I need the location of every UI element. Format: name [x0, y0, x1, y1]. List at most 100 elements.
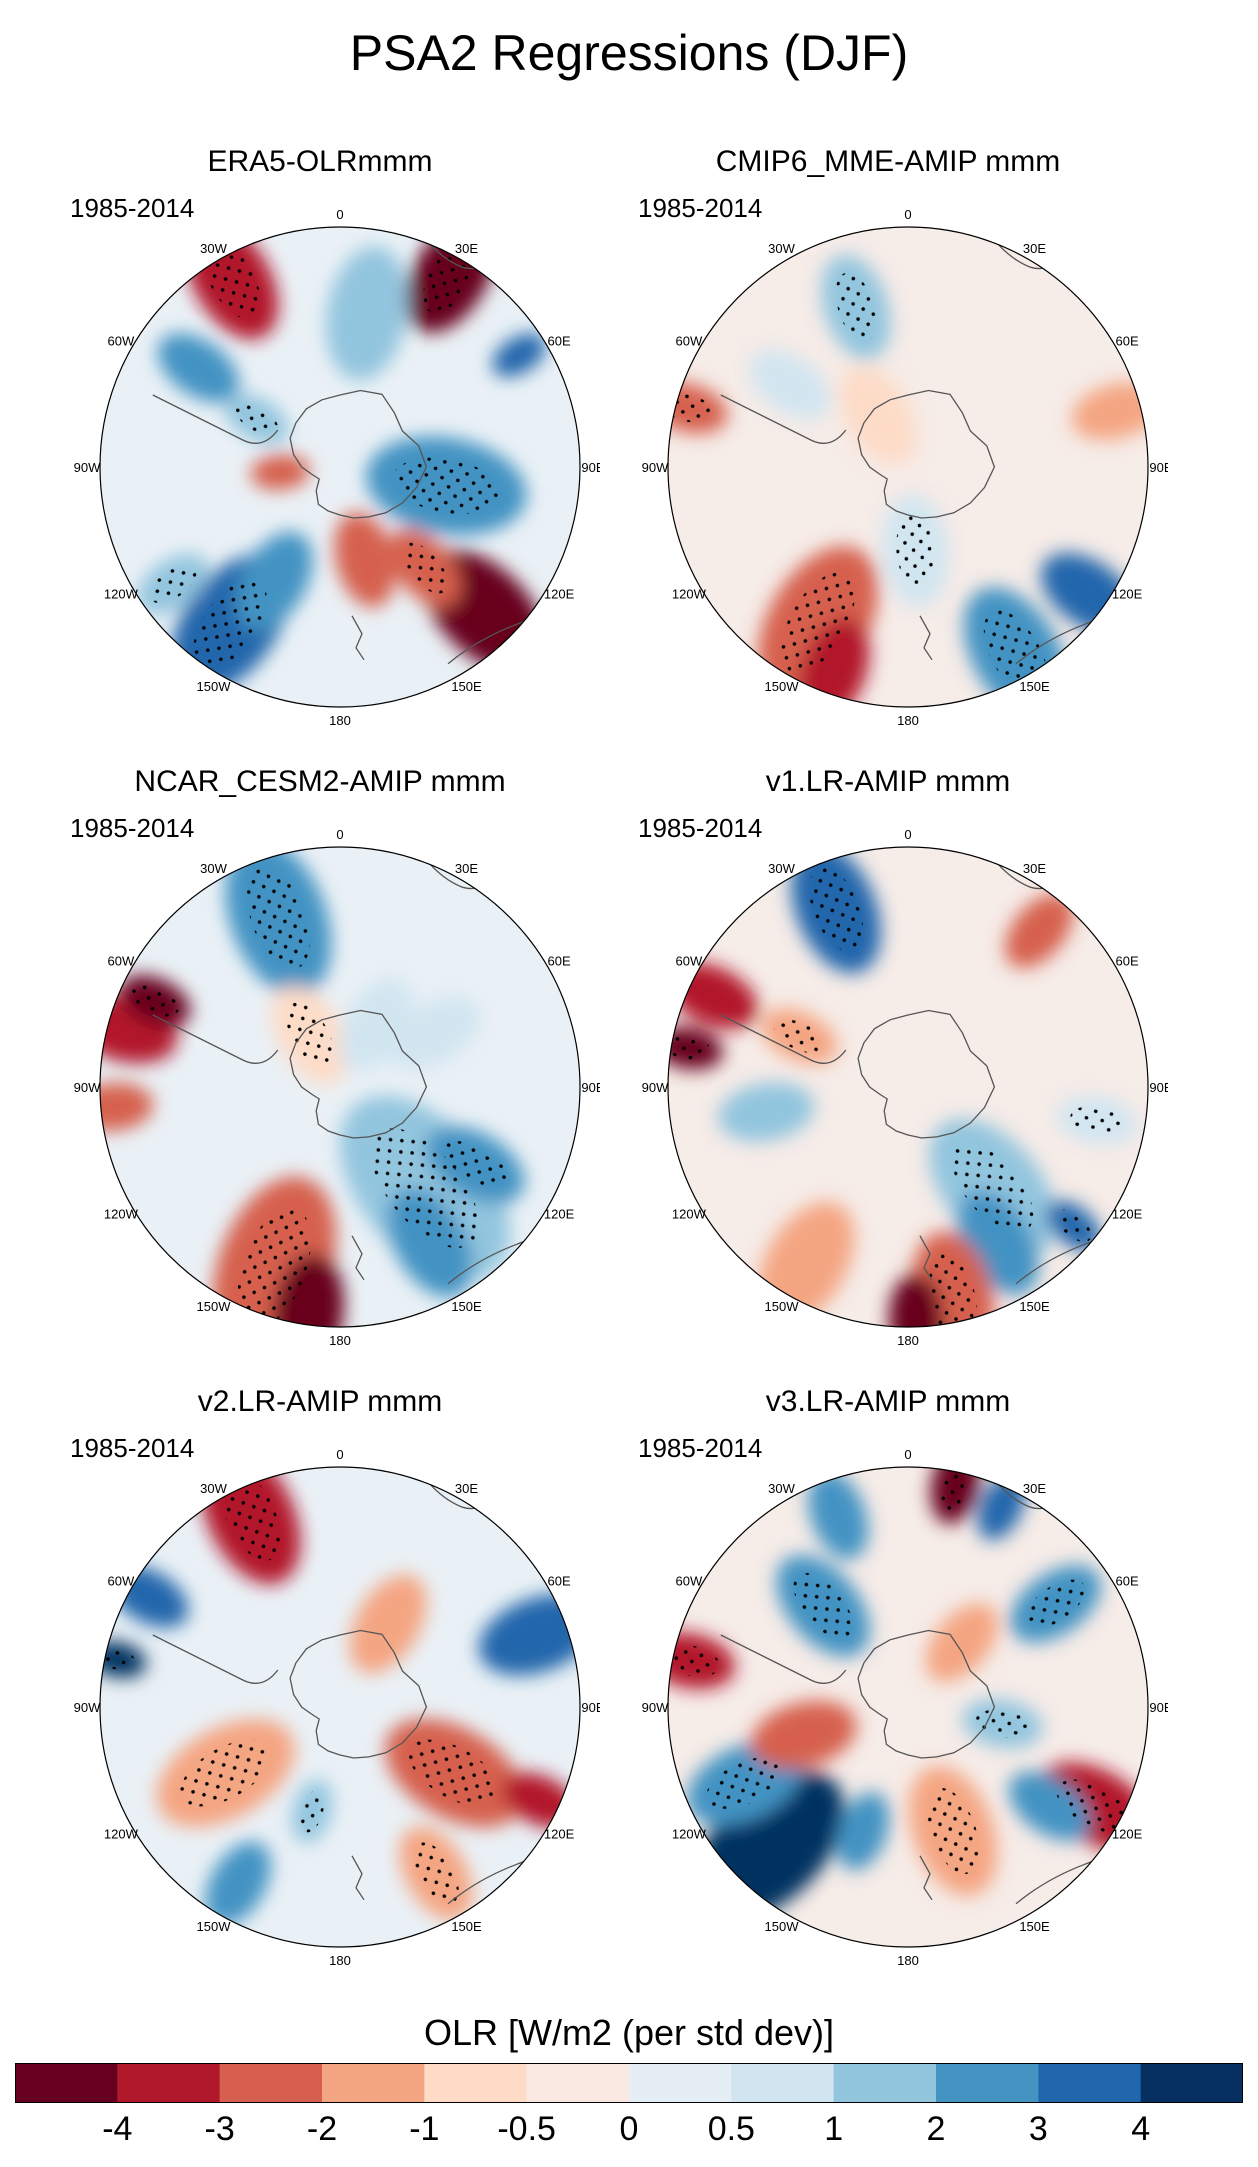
longitude-label: 180	[897, 713, 919, 728]
longitude-label: 150W	[765, 679, 800, 694]
new-zealand-coastline	[351, 615, 365, 661]
anomaly-region	[157, 333, 240, 403]
significance-stipple	[793, 1572, 853, 1639]
anomaly-region	[888, 1273, 944, 1327]
colorbar-swatch	[117, 2063, 221, 2103]
longitude-label: 60E	[548, 1574, 571, 1589]
map-field	[668, 847, 1148, 1327]
longitude-label: 90W	[642, 1700, 669, 1715]
significance-stipple	[149, 564, 197, 604]
longitude-label: 150E	[1019, 1919, 1050, 1934]
longitude-label: 60W	[676, 954, 703, 969]
longitude-label: 120E	[544, 1207, 575, 1222]
longitude-label: 120E	[1112, 587, 1143, 602]
colorbar-swatch	[424, 2063, 528, 2103]
south-america-coastline	[720, 1634, 847, 1684]
longitude-label: 120E	[544, 1827, 575, 1842]
significance-stipple	[392, 457, 500, 514]
significance-stipple	[408, 1739, 500, 1807]
colorbar-swatch	[219, 2063, 323, 2103]
longitude-label: 90W	[642, 460, 669, 475]
map-field	[100, 847, 580, 1327]
map-background	[100, 847, 580, 1327]
map-panel: 0 30E 60E 90E 120E 150E 180 150W 120W 90W 60W 30W v1…	[608, 765, 1168, 1385]
longitude-label: 120W	[104, 1207, 139, 1222]
longitude-label: 180	[897, 1333, 919, 1348]
longitude-label: 60E	[548, 954, 571, 969]
significance-stipple	[442, 1141, 508, 1189]
longitude-label: 30E	[455, 241, 478, 256]
map-svg: 0 30E 60E 90E 120E 150E 180 150W 120W 90W 60W 30W	[74, 827, 600, 1348]
significance-stipple	[413, 1842, 459, 1905]
colorbar-swatch	[322, 2063, 425, 2103]
map-panel: 0 30E 60E 90E 120E 150E 180 150W 120W 90W 60W 30W v3…	[608, 1385, 1168, 2005]
south-america-coastline	[152, 1014, 279, 1064]
antarctica-coastline	[289, 1629, 428, 1759]
panel-period: 1985-2014	[70, 1433, 195, 1463]
longitude-label: 30E	[1023, 241, 1046, 256]
anomaly-region	[925, 1603, 999, 1682]
main-title: PSA2 Regressions (DJF)	[349, 25, 909, 81]
significance-stipple	[1056, 1779, 1133, 1833]
longitude-label: 0	[904, 827, 911, 842]
longitude-label: 30W	[200, 241, 227, 256]
longitude-label: 30E	[455, 1481, 478, 1496]
panel-title: NCAR_CESM2-AMIP mmm	[134, 765, 506, 798]
panel-period: 1985-2014	[70, 193, 195, 223]
colorbar-swatch	[15, 2063, 118, 2103]
longitude-label: 0	[336, 207, 343, 222]
significance-stipple	[220, 1470, 281, 1561]
colorbar-swatch	[1140, 2063, 1243, 2103]
antarctica-coastline	[289, 1009, 428, 1139]
longitude-label: 120W	[104, 1827, 139, 1842]
colorbar-title: OLR [W/m2 (per std dev)]	[423, 2012, 835, 2053]
longitude-label: 150E	[451, 679, 482, 694]
longitude-label: 120W	[104, 587, 139, 602]
colorbar	[15, 2063, 1243, 2103]
south-america-coastline	[152, 394, 279, 444]
longitude-label: 0	[904, 1447, 911, 1462]
antarctica-coastline	[289, 389, 428, 519]
anomaly-region	[749, 349, 831, 419]
longitude-label: 90E	[581, 1700, 600, 1715]
colorbar-tick-label: 3	[1028, 2110, 1048, 2148]
significance-stipple	[237, 1207, 311, 1327]
longitude-label: 90E	[1149, 1700, 1168, 1715]
significance-stipple	[100, 1649, 137, 1671]
significance-stipple	[247, 866, 310, 970]
map-boundary	[99, 226, 581, 708]
map-panel: 0 30E 60E 90E 120E 150E 180 150W 120W 90W 60W 30W v2…	[40, 1385, 600, 2005]
colorbar-swatch	[731, 2063, 835, 2103]
longitude-label: 180	[329, 1953, 351, 1968]
new-zealand-coastline	[919, 615, 933, 661]
south-america-coastline	[720, 1014, 847, 1064]
map-svg: 0 30E 60E 90E 120E 150E 180 150W 120W 90W 60W 30W	[642, 1447, 1168, 1968]
longitude-label: 30E	[1023, 1481, 1046, 1496]
panel-period: 1985-2014	[638, 813, 763, 843]
longitude-label: 150W	[197, 1299, 232, 1314]
longitude-label: 150E	[1019, 679, 1050, 694]
panel-period: 1985-2014	[70, 813, 195, 843]
longitude-label: 60E	[1116, 1574, 1139, 1589]
antarctica-coastline	[857, 1629, 996, 1759]
longitude-label: 0	[336, 827, 343, 842]
longitude-label: 150W	[197, 679, 232, 694]
map-svg: 0 30E 60E 90E 120E 150E 180 150W 120W 90W 60W 30W	[74, 1447, 600, 1968]
anomaly-region	[492, 333, 546, 377]
longitude-label: 30W	[768, 861, 795, 876]
colorbar-frame	[15, 2063, 1243, 2103]
longitude-label: 0	[904, 207, 911, 222]
longitude-label: 90E	[1149, 1080, 1168, 1095]
longitude-label: 30W	[768, 241, 795, 256]
longitude-label: 60W	[676, 1574, 703, 1589]
map-boundary	[99, 846, 581, 1328]
significance-stipple	[193, 578, 267, 670]
map-panel: 0 30E 60E 90E 120E 150E 180 150W 120W 90W 60W 30W ER…	[40, 145, 600, 765]
map-panel: 0 30E 60E 90E 120E 150E 180 150W 120W 90W 60W 30W CM…	[608, 145, 1168, 765]
longitude-label: 150W	[197, 1919, 232, 1934]
antarctica-coastline	[857, 1009, 996, 1139]
colorbar-tick-label: -0.5	[497, 2110, 556, 2148]
panel-period: 1985-2014	[638, 1433, 763, 1463]
south-america-coastline	[720, 394, 847, 444]
panel-title: v2.LR-AMIP mmm	[197, 1385, 443, 1418]
